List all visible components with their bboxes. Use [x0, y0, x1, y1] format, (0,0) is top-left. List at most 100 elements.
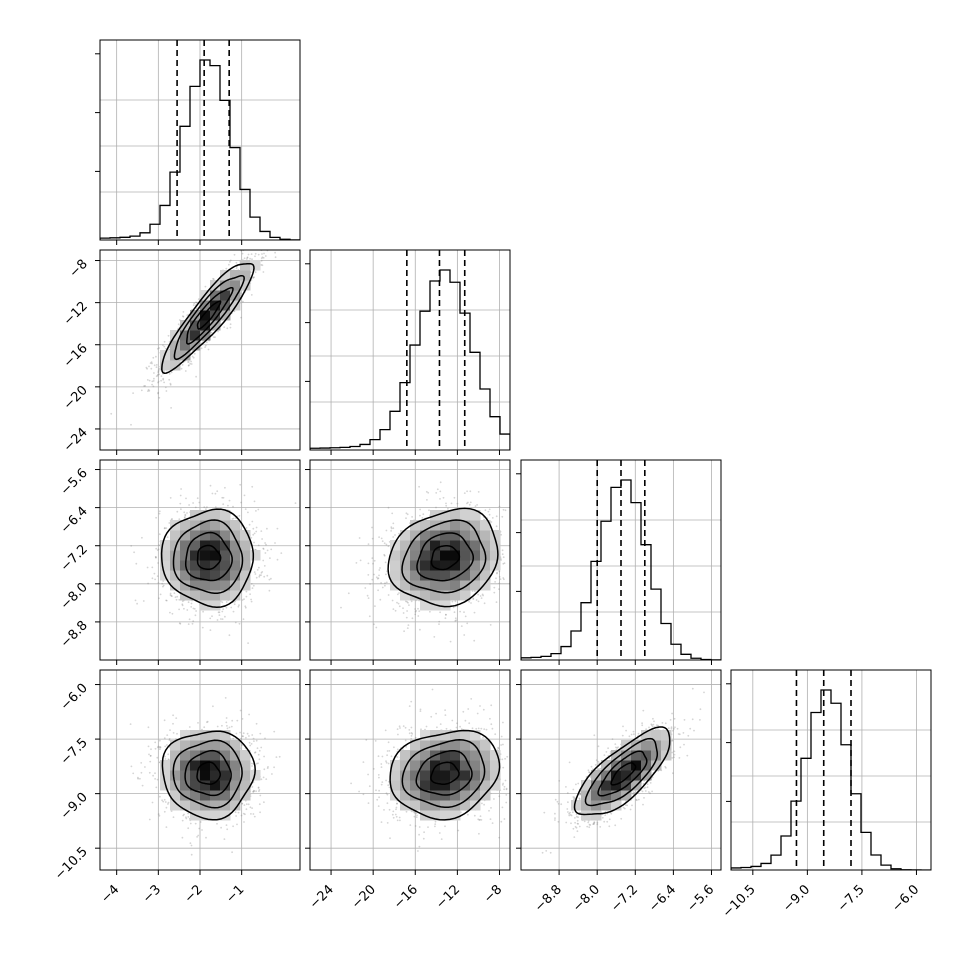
- contour-1: [186, 286, 234, 345]
- contour-0: [196, 761, 222, 785]
- density-cell: [240, 780, 251, 791]
- density-cell: [420, 520, 431, 531]
- density-cell: [420, 770, 431, 781]
- density-cell: [200, 810, 211, 821]
- density-cell: [490, 530, 501, 541]
- density-cell: [611, 790, 622, 801]
- density-cell: [440, 740, 451, 751]
- density-cell: [240, 550, 251, 561]
- density-cell: [460, 560, 471, 571]
- density-cell: [450, 540, 461, 551]
- panel-frame: [309, 459, 511, 661]
- density-cell: [210, 810, 221, 821]
- density-cell: [410, 540, 421, 551]
- density-cell: [190, 780, 201, 791]
- density-cell: [230, 570, 241, 581]
- density-cell: [200, 550, 211, 561]
- density-cell: [210, 310, 221, 321]
- density-cell: [230, 550, 241, 561]
- density-cell: [641, 740, 652, 751]
- density-cell: [460, 770, 471, 781]
- density-cell: [440, 750, 451, 761]
- density-cell: [400, 530, 411, 541]
- density-cell: [430, 570, 441, 581]
- density-cell: [440, 760, 451, 771]
- panel-1-1: [305, 249, 511, 455]
- density-cell: [240, 530, 251, 541]
- density-cell: [200, 750, 211, 761]
- density-cell: [240, 570, 251, 581]
- density-cell: [390, 570, 401, 581]
- density-cell: [240, 770, 251, 781]
- density-cell: [440, 780, 451, 791]
- density-cell: [410, 560, 421, 571]
- density-cell: [210, 550, 221, 561]
- density-cell: [420, 730, 431, 741]
- contour-2: [172, 739, 243, 809]
- density-cell: [460, 520, 471, 531]
- density-cell: [410, 760, 421, 771]
- density-cell: [400, 570, 411, 581]
- density-cell: [210, 750, 221, 761]
- panel-3-0: −4 −3 −2 −1 −10.5 −9.0 −7.5 −6.0: [52, 669, 301, 906]
- density-cell: [400, 580, 411, 591]
- density-cell: [230, 760, 241, 771]
- density-cell: [430, 590, 441, 601]
- density-cell: [210, 740, 221, 751]
- y-tick-label: −6.4: [58, 504, 91, 537]
- density-cell: [440, 770, 451, 781]
- contour-1: [184, 531, 233, 582]
- density-cell: [390, 560, 401, 571]
- density-cell: [170, 740, 181, 751]
- density-cell: [410, 740, 421, 751]
- density-cell: [410, 780, 421, 791]
- density-cell: [180, 790, 191, 801]
- density-cell: [430, 780, 441, 791]
- x-tick-label: −7.2: [608, 882, 641, 915]
- density-cell: [631, 750, 642, 761]
- density-cell: [190, 760, 201, 771]
- density-cell: [450, 510, 461, 521]
- density-cell: [190, 330, 201, 341]
- density-cell: [180, 730, 191, 741]
- x-tick-label: −9.0: [780, 882, 813, 915]
- density-cell: [170, 760, 181, 771]
- contour-2: [172, 519, 244, 595]
- density-cell: [430, 580, 441, 591]
- density-cell: [230, 290, 241, 301]
- density-cell: [410, 800, 421, 811]
- density-cell: [480, 740, 491, 751]
- density-cell: [170, 800, 181, 811]
- density-cell: [460, 800, 471, 811]
- y-tick-label: −6.0: [58, 681, 91, 714]
- density-cell: [240, 580, 251, 591]
- density-cell: [651, 750, 662, 761]
- density-cell: [430, 530, 441, 541]
- density-cell: [210, 540, 221, 551]
- density-cell: [400, 760, 411, 771]
- density-cell: [460, 590, 471, 601]
- density-cell: [400, 590, 411, 601]
- density-cell: [470, 790, 481, 801]
- density-cell: [460, 530, 471, 541]
- density-cell: [400, 540, 411, 551]
- histogram-0: [100, 59, 300, 240]
- density-cell: [480, 770, 491, 781]
- density-cell: [250, 550, 261, 561]
- contour-2: [584, 737, 659, 807]
- x-tick-label: −5.6: [684, 882, 717, 915]
- density-cell: [210, 770, 221, 781]
- density-cell: [591, 770, 602, 781]
- y-tick-label: −8.0: [58, 580, 91, 613]
- density-cell: [180, 750, 191, 761]
- contour-1: [184, 749, 232, 797]
- density-cell: [641, 730, 652, 741]
- density-cell: [460, 550, 471, 561]
- x-tick-label: −4: [98, 882, 122, 906]
- density-cell: [180, 320, 191, 331]
- density-cell: [420, 800, 431, 811]
- density-cell: [190, 310, 201, 321]
- density-cell: [230, 300, 241, 311]
- density-cell: [601, 780, 612, 791]
- contour-1: [415, 749, 473, 796]
